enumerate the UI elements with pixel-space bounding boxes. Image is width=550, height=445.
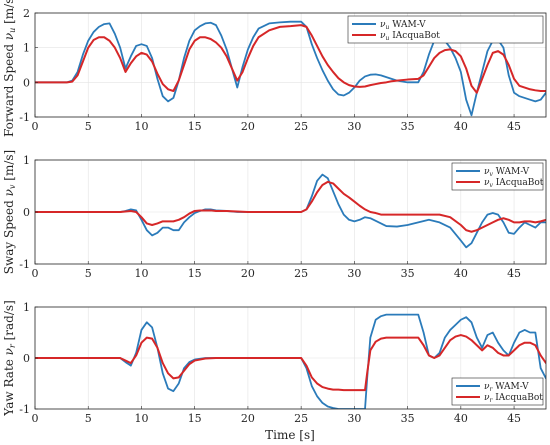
- legend-entry: νr WAM-V: [484, 382, 529, 393]
- legend-entry: νu IAcquaBot: [380, 31, 440, 42]
- legend-box: [347, 15, 544, 44]
- y-tick-label: 1: [23, 301, 30, 314]
- x-tick-label: 20: [241, 267, 255, 280]
- x-tick-label: 10: [134, 412, 148, 425]
- x-tick-label: 15: [188, 412, 202, 425]
- x-tick-label: 40: [454, 412, 468, 425]
- x-tick-label: 5: [85, 120, 92, 133]
- forward-speed-axes-frame: [34, 12, 547, 118]
- x-tick-label: 0: [32, 267, 39, 280]
- x-tick-label: 45: [507, 267, 521, 280]
- x-tick-label: 40: [454, 267, 468, 280]
- yaw-rate-wamv-line: [35, 313, 546, 409]
- x-tick-label: 40: [454, 120, 468, 133]
- sway-speed-series-group: [35, 173, 546, 249]
- x-tick-label: 20: [241, 120, 255, 133]
- x-tick-label: 30: [347, 267, 361, 280]
- x-tick-label: 45: [507, 412, 521, 425]
- y-tick-label: 0: [23, 352, 30, 365]
- forward-speed-legend: νu WAM-Vνu IAcquaBot: [347, 15, 544, 44]
- x-tick-label: 25: [294, 267, 308, 280]
- x-tick-label: 20: [241, 412, 255, 425]
- yaw-rate-series-group: [35, 313, 546, 409]
- sway-speed-wamv-line: [35, 173, 546, 249]
- y-tick-label: 0: [23, 206, 30, 219]
- y-tick-label: -1: [19, 403, 30, 416]
- x-tick-label: 15: [188, 120, 202, 133]
- legend-entry: νu WAM-V: [380, 20, 426, 31]
- legend-box: [451, 162, 544, 191]
- y-axis-label: Forward Speed νu [m/s]: [2, 0, 17, 137]
- x-tick-label: 35: [401, 120, 415, 133]
- x-tick-label: 25: [294, 412, 308, 425]
- y-axis-label: Sway Speed νv [m/s]: [2, 150, 17, 274]
- legend-entry: νv WAM-V: [484, 167, 530, 178]
- x-tick-label: 0: [32, 120, 39, 133]
- x-tick-label: 30: [347, 412, 361, 425]
- x-tick-label: 25: [294, 120, 308, 133]
- x-tick-label: 10: [134, 267, 148, 280]
- y-tick-label: 2: [23, 7, 30, 20]
- forward-speed-iacquabot-line: [35, 24, 546, 94]
- yaw-rate-legend: νr WAM-Vνr IAcquaBot: [451, 377, 544, 406]
- y-tick-label: -1: [19, 111, 30, 124]
- forward-speed-wamv-line: [35, 20, 546, 117]
- x-axis-label: Time [s]: [265, 428, 315, 442]
- yaw-rate-iacquabot-line: [35, 334, 546, 392]
- x-tick-label: 5: [85, 412, 92, 425]
- x-tick-label: 0: [32, 412, 39, 425]
- y-tick-label: -1: [19, 258, 30, 271]
- x-tick-label: 45: [507, 120, 521, 133]
- y-tick-label: 1: [23, 154, 30, 167]
- x-tick-label: 10: [134, 120, 148, 133]
- sway-speed-iacquabot-line: [35, 180, 546, 233]
- x-tick-label: 15: [188, 267, 202, 280]
- x-tick-label: 35: [401, 412, 415, 425]
- forward-speed-series-group: [35, 20, 546, 117]
- x-tick-label: 35: [401, 267, 415, 280]
- legend-entry: νr IAcquaBot: [484, 393, 543, 404]
- y-tick-label: 0: [23, 76, 30, 89]
- legend-box: [451, 377, 544, 406]
- x-tick-label: 5: [85, 267, 92, 280]
- sway-speed-legend: νv WAM-Vνv IAcquaBot: [451, 162, 544, 191]
- legend-entry: νv IAcquaBot: [484, 178, 544, 189]
- x-tick-label: 30: [347, 120, 361, 133]
- y-tick-label: 1: [23, 42, 30, 55]
- y-axis-label: Yaw Rate νr [rad/s]: [2, 300, 17, 417]
